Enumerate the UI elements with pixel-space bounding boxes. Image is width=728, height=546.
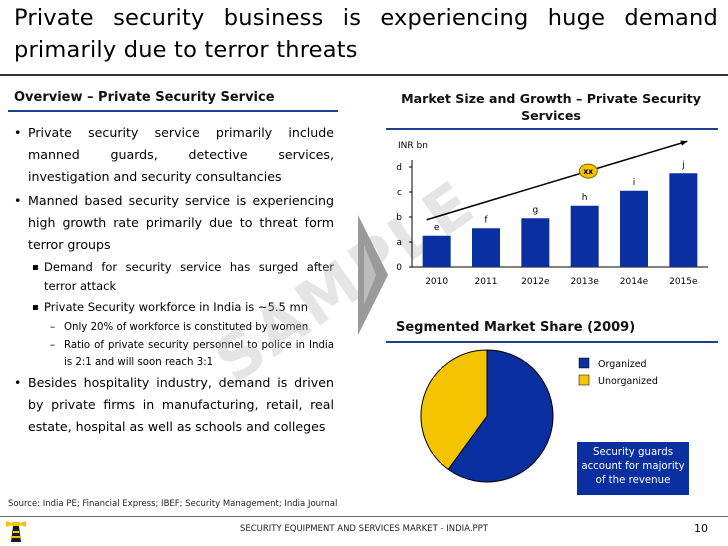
bar xyxy=(521,218,550,267)
y-tick-label: c xyxy=(397,188,402,198)
growth-badge-label: xx xyxy=(583,167,593,176)
overview-bullet-level-1: Manned based security service is experie… xyxy=(14,190,334,256)
y-tick-label: a xyxy=(396,238,402,248)
overview-bullet-level-2: Private Security workforce in India is ~… xyxy=(14,298,334,317)
legend-swatch xyxy=(578,357,590,369)
bar xyxy=(472,228,500,267)
y-tick-label: b xyxy=(396,213,402,223)
segmented-share-pie-chart: Organized Unorganized xyxy=(420,349,658,483)
callout-box: Security guards account for majority of … xyxy=(577,442,689,495)
bar xyxy=(669,173,698,267)
trend-arrow-line xyxy=(426,140,688,221)
x-tick-label: 2015e xyxy=(669,277,698,287)
bar-data-label: e xyxy=(434,223,440,233)
trend-arrow-head xyxy=(680,140,688,146)
overview-heading: Overview – Private Security Service xyxy=(14,90,275,105)
bar-data-label: h xyxy=(582,193,588,203)
bar-data-label: i xyxy=(633,178,636,188)
y-axis-label: INR bn xyxy=(398,141,428,151)
x-tick-label: 2010 xyxy=(425,277,448,287)
growth-badge xyxy=(578,163,598,179)
lighthouse-logo-icon xyxy=(6,521,26,542)
y-tick-label: d xyxy=(396,163,402,173)
legend-label: Unorganized xyxy=(598,376,658,387)
title-divider xyxy=(0,74,728,76)
market-chart-title: Market Size and Growth – Private Securit… xyxy=(401,91,701,123)
market-chart-divider xyxy=(386,128,718,130)
bar xyxy=(620,190,648,267)
x-tick-label: 2012e xyxy=(521,277,550,287)
overview-bullet-level-3: Ratio of private security personnel to p… xyxy=(14,337,334,371)
y-tick-label: 0 xyxy=(396,263,402,273)
bar-data-label: g xyxy=(532,205,538,215)
x-tick-label: 2013e xyxy=(570,277,599,287)
x-tick-label: 2011 xyxy=(475,277,498,287)
pie-chart-title: Segmented Market Share (2009) xyxy=(396,320,636,335)
footer-text: SECURITY EQUIPMENT AND SERVICES MARKET -… xyxy=(239,524,489,534)
pie-slice-organized xyxy=(447,349,554,483)
overview-bullet-list: Private security service primarily inclu… xyxy=(14,122,334,440)
legend-swatch xyxy=(578,374,590,386)
overview-bullet-level-1: Besides hospitality industry, demand is … xyxy=(14,372,334,438)
source-note: Source: India PE; Financial Express; IBE… xyxy=(8,499,338,509)
bar xyxy=(570,205,599,267)
bar xyxy=(422,235,451,267)
overview-bullet-level-1: Private security service primarily inclu… xyxy=(14,122,334,188)
overview-bullet-level-2: Demand for security service has surged a… xyxy=(14,258,334,296)
page-title: Private security business is experiencin… xyxy=(14,5,718,63)
overview-divider xyxy=(8,110,338,112)
market-size-bar-chart: INR bn 0 a b c d e 2010 f 2011 g 2012e h 2013e i 2014e j… xyxy=(396,140,708,287)
chevron-right-icon xyxy=(358,215,388,335)
bar-data-label: f xyxy=(484,215,488,225)
pie-chart-divider xyxy=(386,341,718,343)
footer-divider xyxy=(0,516,728,517)
legend-label: Organized xyxy=(598,359,647,370)
pie-slice-unorganized xyxy=(420,349,488,471)
overview-bullet-level-3: Only 20% of workforce is constituted by … xyxy=(14,319,334,336)
x-tick-label: 2014e xyxy=(620,277,649,287)
bar-data-label: j xyxy=(681,160,685,170)
page-number: 10 xyxy=(694,522,708,535)
